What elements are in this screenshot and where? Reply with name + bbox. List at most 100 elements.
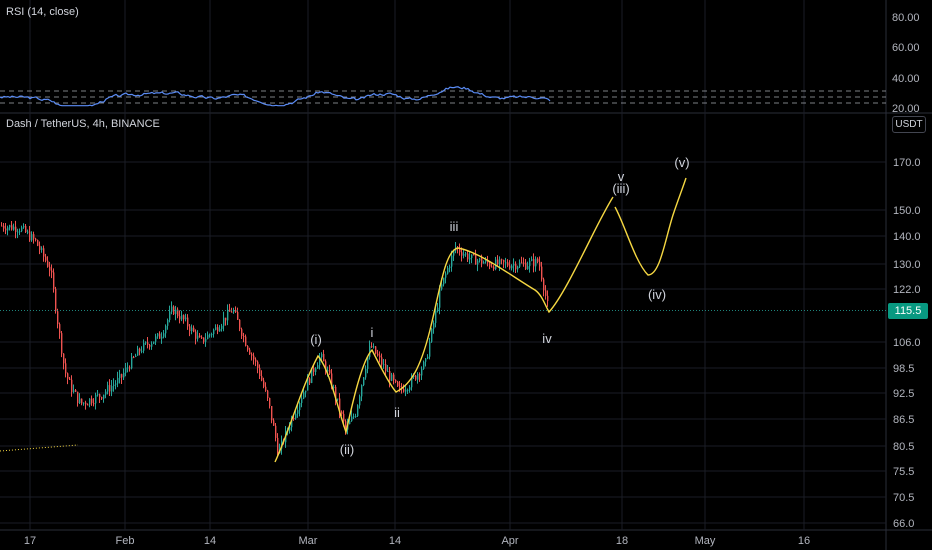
candle-body [27,231,29,233]
candle-body [87,404,89,406]
candle-body [25,226,27,233]
candle-body [247,345,249,350]
candle-body [9,225,11,228]
candle-body [465,253,467,255]
candle-body [183,315,185,320]
wave-label-v-paren: (v) [674,155,690,170]
time-axis-label: 16 [798,535,810,547]
rsi-axis-label: 40.00 [892,73,920,85]
candle-body [309,378,311,383]
candle-body [215,327,217,330]
candle-body [177,309,179,317]
symbol-title[interactable]: Dash / TetherUS, 4h, BINANCE [6,118,160,130]
candle-body [415,375,417,380]
candle-body [273,420,275,426]
candle-body [341,411,343,414]
candle-body [397,381,399,387]
candle-body [81,398,83,404]
candle-body [503,260,505,263]
candle-body [539,261,541,267]
wave-label-v: v [617,169,625,184]
candle-body [355,416,357,418]
candle-body [59,324,61,334]
candle-body [53,272,55,289]
price-axis-label: 122.0 [893,284,921,296]
candle-body [345,421,347,430]
candle-body [119,374,121,378]
candle-body [225,317,227,321]
candle-body [357,405,359,417]
candle-body [189,326,191,332]
time-axis-label: Feb [116,535,135,547]
candle-body [535,258,537,267]
candle-body [387,371,389,373]
price-axis-label: 66.0 [893,518,914,530]
candle-body [405,389,407,392]
candle-body [179,316,181,320]
candle-body [233,310,235,312]
candle-body [3,225,5,229]
candle-body [97,394,99,396]
candle-body [425,358,427,362]
candle-body [157,333,159,337]
candle-body [479,258,481,261]
candle-body [249,349,251,355]
candle-body [365,368,367,378]
candle-body [5,228,7,231]
candle-body [133,356,135,358]
candle-body [541,266,543,280]
candle-body [201,337,203,339]
candle-body [73,390,75,392]
candle-body [153,341,155,344]
candle-body [131,356,133,369]
candle-body [367,357,369,369]
candle-body [197,335,199,339]
rsi-indicator-title[interactable]: RSI (14, close) [6,6,79,18]
candle-body [509,265,511,269]
candle-body [229,309,231,312]
candle-body [213,329,215,335]
candle-body [105,391,107,395]
candle-body [453,250,455,256]
candle-body [369,346,371,358]
candle-body [461,252,463,256]
candle-body [375,346,377,354]
candle-body [311,368,313,383]
candle-body [477,260,479,265]
candle-body [173,306,175,315]
candle-body [211,334,213,336]
time-axis-label: May [695,535,716,547]
candle-body [261,376,263,381]
candle-body [67,373,69,379]
candle-body [203,337,205,342]
wave-label-iv-paren: (iv) [647,287,667,302]
candle-body [501,259,503,261]
candle-body [245,336,247,346]
currency-badge[interactable]: USDT [892,116,926,133]
candle-body [451,255,453,267]
price-axis-label: 92.5 [893,388,914,400]
price-axis-label: 150.0 [893,205,921,217]
candle-body [141,350,143,352]
candle-body [139,348,141,352]
candle-body [389,371,391,381]
rsi-axis-label: 60.00 [892,42,920,54]
candle-body [403,389,405,392]
candle-body [29,231,31,241]
price-axis-label: 98.5 [893,363,914,375]
candle-body [223,317,225,326]
candle-body [325,361,327,372]
candle-body [533,259,535,267]
candle-body [255,359,257,362]
candle-body [537,258,539,262]
candle-body [319,357,321,366]
candle-body [483,262,485,264]
wave-projection-line [614,177,687,276]
candle-body [193,327,195,332]
candle-body [471,254,473,258]
candle-body [525,262,527,270]
candle-body [295,413,297,419]
candle-body [301,398,303,403]
candle-body [429,341,431,357]
